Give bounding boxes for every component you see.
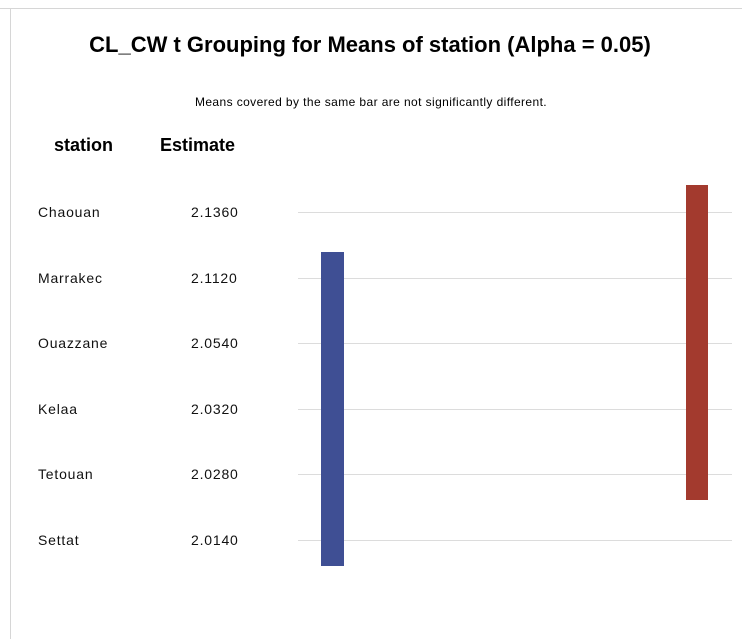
station-label: Marrakec (38, 269, 103, 286)
column-header: station (54, 135, 114, 155)
title: CL_CW t Grouping for Means of station (A… (89, 32, 651, 57)
group-bar (321, 252, 344, 566)
group-bar (686, 185, 708, 500)
station-label: Settat (38, 532, 80, 548)
left-border (10, 8, 11, 639)
station-label: Kelaa (38, 400, 78, 417)
column-header: Estimate (160, 135, 236, 155)
grid-line (298, 474, 732, 476)
estimate-value: 2.1360 (191, 204, 239, 220)
grid-line (298, 408, 732, 410)
station-label: Chaouan (38, 204, 101, 220)
station-label: Ouazzane (38, 335, 109, 352)
grid-line (298, 540, 732, 541)
grid-line (298, 277, 732, 279)
estimate-value: 2.1120 (191, 269, 238, 286)
grid-line (298, 212, 732, 213)
estimate-value: 2.0140 (191, 532, 239, 548)
station-label: Tetouan (38, 466, 94, 483)
grid-line (298, 343, 732, 345)
estimate-value: 2.0280 (191, 466, 239, 483)
subtitle: Means covered by the same bar are not si… (194, 95, 548, 109)
top-border (0, 8, 742, 9)
estimate-value: 2.0540 (191, 335, 239, 352)
estimate-value: 2.0320 (191, 400, 239, 417)
